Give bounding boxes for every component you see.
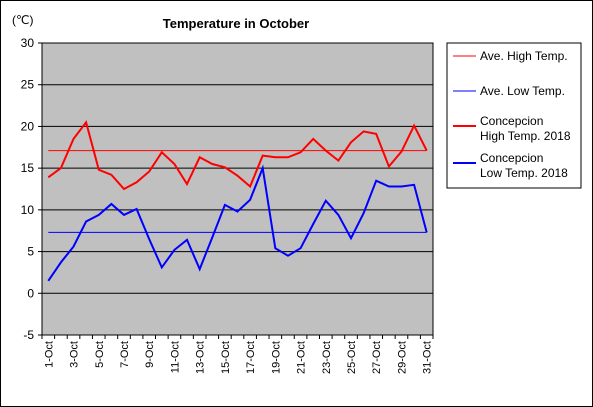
plot-area [41, 42, 434, 336]
legend-label: Ave. Low Temp. [480, 84, 565, 98]
legend-label: Concepcion [480, 151, 543, 165]
y-axis: -5 0 5 10 15 20 25 30 [21, 36, 42, 342]
legend-label: Low Temp. 2018 [480, 166, 568, 180]
y-tick-label: 30 [21, 36, 35, 50]
x-tick-label: 7-Oct [119, 341, 131, 368]
legend: Ave. High Temp.Ave. Low Temp.ConcepcionH… [453, 49, 571, 180]
x-tick-label: 29-Oct [396, 341, 408, 374]
x-tick-label: 19-Oct [270, 341, 282, 374]
y-tick-label: 10 [21, 203, 35, 217]
series-line [47, 164, 428, 282]
x-tick-label: 3-Oct [69, 341, 81, 368]
legend-label: Concepcion [480, 114, 543, 128]
x-tick-label: 5-Oct [94, 341, 106, 368]
x-tick-label: 21-Oct [296, 341, 308, 374]
unit-label: (℃) [12, 13, 33, 27]
y-tick-label: 25 [21, 78, 35, 92]
y-tick-label: 15 [21, 161, 35, 175]
x-axis: 1-Oct 3-Oct 5-Oct 7-Oct 9-Oct 11-Oct 13-Oct 15-… [41, 335, 434, 374]
x-tick-label: 1-Oct [43, 341, 55, 368]
x-tick-label: 13-Oct [195, 341, 207, 374]
x-tick-label: 9-Oct [144, 341, 156, 368]
x-tick-label: 23-Oct [321, 341, 333, 374]
x-tick-label: 31-Oct [422, 341, 434, 374]
legend-label: High Temp. 2018 [480, 129, 571, 143]
x-tick-label: 15-Oct [220, 341, 232, 374]
x-tick-label: 11-Oct [169, 341, 181, 373]
y-tick-label: 5 [27, 245, 34, 259]
series-layer [47, 120, 428, 282]
gridlines [42, 84, 433, 294]
x-tick-label: 25-Oct [346, 341, 358, 374]
x-tick-label: 27-Oct [371, 341, 383, 374]
y-tick-label: 0 [27, 286, 34, 300]
series-line [47, 120, 428, 191]
chart-title: Temperature in October [163, 16, 309, 31]
y-tick-label: -5 [23, 328, 34, 342]
y-tick-label: 20 [21, 119, 35, 133]
x-tick-label: 17-Oct [245, 341, 257, 374]
legend-label: Ave. High Temp. [480, 49, 568, 63]
